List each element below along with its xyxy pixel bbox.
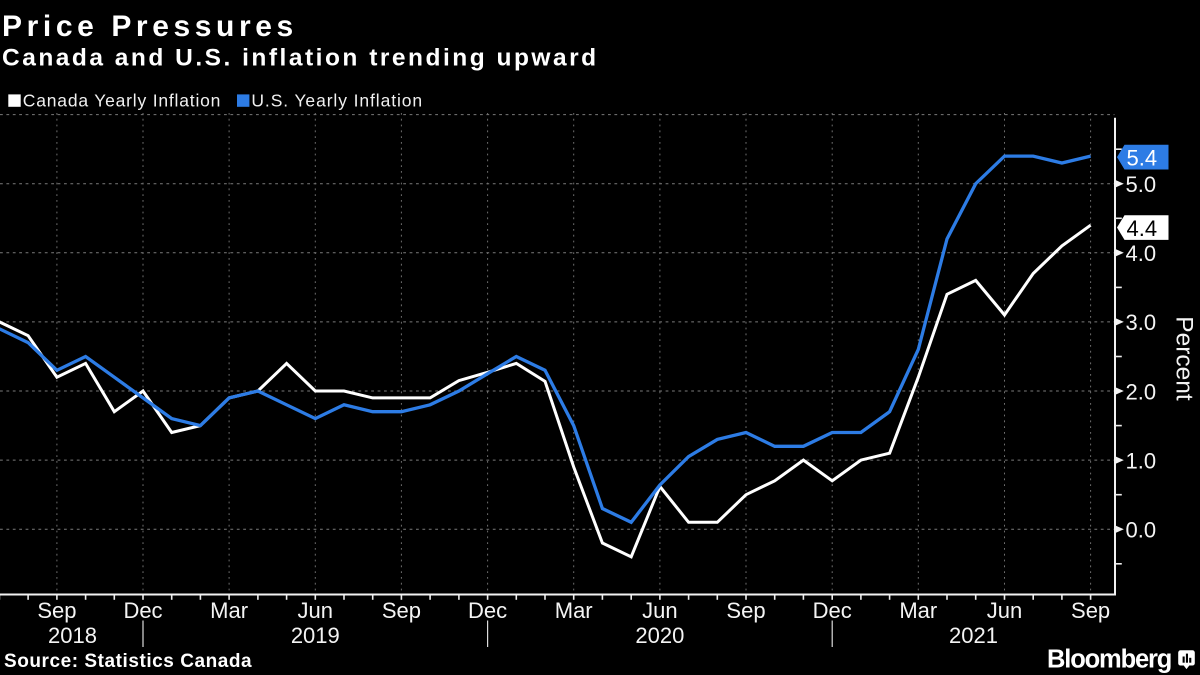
svg-text:Jun: Jun xyxy=(298,598,333,623)
svg-text:3.0: 3.0 xyxy=(1126,310,1157,335)
svg-text:5.4: 5.4 xyxy=(1127,146,1158,171)
svg-text:Bloomberg: Bloomberg xyxy=(1047,645,1171,673)
svg-text:0.0: 0.0 xyxy=(1126,518,1157,543)
svg-text:Sep: Sep xyxy=(726,598,765,623)
svg-text:Jun: Jun xyxy=(642,598,677,623)
svg-text:Dec: Dec xyxy=(813,598,852,623)
svg-text:Jun: Jun xyxy=(987,598,1022,623)
svg-text:Source: Statistics Canada: Source: Statistics Canada xyxy=(4,651,252,672)
svg-text:4.0: 4.0 xyxy=(1126,241,1157,266)
svg-text:5.0: 5.0 xyxy=(1126,172,1157,197)
svg-text:2019: 2019 xyxy=(291,623,340,648)
svg-text:2018: 2018 xyxy=(48,623,97,648)
svg-text:Sep: Sep xyxy=(37,598,76,623)
svg-text:Mar: Mar xyxy=(555,598,593,623)
svg-text:2021: 2021 xyxy=(949,623,998,648)
svg-text:Sep: Sep xyxy=(1071,598,1110,623)
svg-text:Dec: Dec xyxy=(468,598,507,623)
svg-text:Mar: Mar xyxy=(899,598,937,623)
svg-text:Canada and U.S. inflation tren: Canada and U.S. inflation trending upwar… xyxy=(2,45,599,72)
svg-text:Canada Yearly Inflation: Canada Yearly Inflation xyxy=(23,91,221,111)
svg-text:2.0: 2.0 xyxy=(1126,379,1157,404)
svg-text:U.S. Yearly Inflation: U.S. Yearly Inflation xyxy=(251,91,423,111)
svg-text:2020: 2020 xyxy=(635,623,684,648)
svg-text:Price Pressures: Price Pressures xyxy=(2,10,298,43)
svg-text:4.4: 4.4 xyxy=(1127,216,1158,241)
svg-text:1.0: 1.0 xyxy=(1126,448,1157,473)
svg-text:Sep: Sep xyxy=(382,598,421,623)
svg-text:Mar: Mar xyxy=(210,598,248,623)
svg-text:Percent: Percent xyxy=(1171,316,1198,401)
svg-text:Dec: Dec xyxy=(123,598,162,623)
